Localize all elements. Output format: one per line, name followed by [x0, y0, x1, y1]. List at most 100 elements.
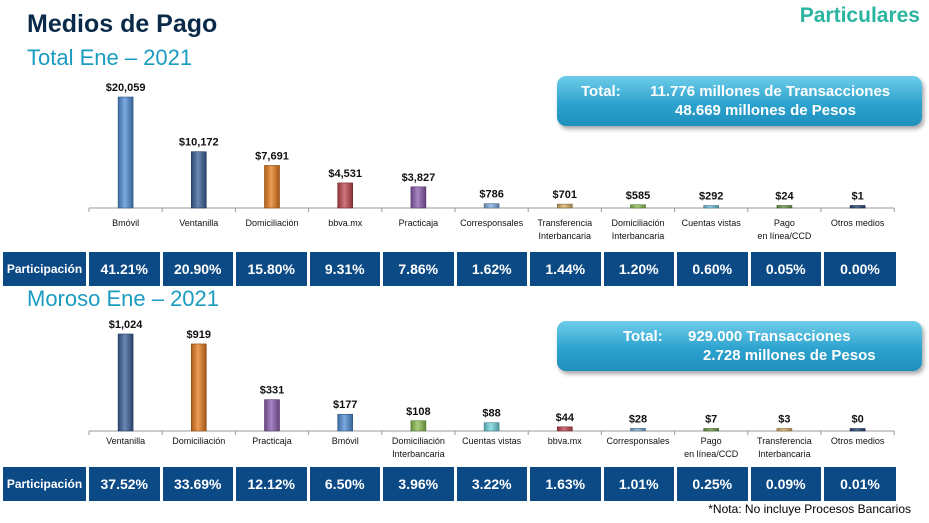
participation-cell: 7.86% [380, 252, 455, 286]
category-label: Corresponsales [606, 436, 670, 446]
category-label: Domiciliación [392, 436, 445, 446]
bar [776, 428, 793, 432]
participation-cell: 3.96% [380, 467, 455, 501]
participation-cell: 1.62% [453, 252, 529, 286]
participation-cell: 0.00% [821, 252, 896, 286]
value-label: $28 [629, 413, 647, 425]
moroso-bar-chart: $1,024 Ventanilla $919 Domiciliación $331 Pra… [88, 319, 895, 459]
participation-cell: 0.09% [747, 467, 823, 501]
participation-cell: 9.31% [306, 252, 382, 286]
total-label: Total: [623, 328, 663, 345]
bar [703, 205, 720, 209]
total-summary-box: Total: 11.776 millones de Transacciones … [557, 76, 922, 126]
bar [630, 204, 646, 209]
value-label: $292 [699, 191, 723, 203]
category-label: Domiciliación [172, 436, 225, 446]
category-label: Transferencia [537, 218, 592, 228]
participation-cell: 0.05% [747, 252, 823, 286]
category-label: en línea/CCD [757, 231, 812, 241]
value-label: $919 [187, 329, 211, 341]
bar [264, 165, 280, 209]
category-label: Pago [701, 436, 722, 446]
bar [410, 186, 427, 209]
bar [264, 399, 280, 432]
participation-cell: 33.69% [159, 467, 235, 501]
participation-header: Participación [3, 467, 88, 501]
participation-cell: 1.01% [600, 467, 676, 501]
category-label: Interbancaria [758, 449, 811, 459]
moroso-amount: 2.728 millones de Pesos [703, 347, 876, 364]
moroso-transactions: 929.000 Transacciones [688, 328, 851, 345]
value-label: $7,691 [255, 150, 289, 162]
bar [556, 203, 573, 209]
category-label: Bmóvil [332, 436, 359, 446]
category-label: Domiciliación [245, 218, 298, 228]
category-label: Ventanilla [179, 218, 218, 228]
category-label: Interbancaria [539, 231, 592, 241]
participation-header: Participación [3, 252, 88, 286]
participation-row: Participación 41.21% 20.90% 15.80% 9.31%… [3, 252, 896, 286]
value-label: $3 [778, 414, 790, 426]
category-label: bbva.mx [328, 218, 363, 228]
segment-label: Particulares [799, 4, 920, 27]
participation-cell: 12.12% [233, 467, 308, 501]
category-label: Domiciliación [611, 218, 664, 228]
category-label: Bmóvil [112, 218, 139, 228]
value-label: $786 [479, 189, 503, 201]
category-label: Interbancaria [392, 449, 445, 459]
bar [630, 428, 646, 432]
bar [556, 426, 573, 432]
moroso-summary-box: Total: 929.000 Transacciones 2.728 millo… [557, 321, 922, 371]
value-label: $44 [556, 412, 575, 424]
participation-cell: 1.44% [527, 252, 602, 286]
value-label: $177 [333, 399, 357, 411]
participation-cell: 0.01% [821, 467, 896, 501]
value-label: $331 [260, 385, 284, 397]
value-label: $1 [851, 191, 863, 203]
value-label: $0 [851, 414, 863, 426]
total-bar-chart: $20,059 Bmóvil $10,172 Ventanilla $7,691 Domi… [88, 82, 895, 241]
category-label: Practicaja [252, 436, 292, 446]
category-label: Practicaja [399, 218, 439, 228]
value-label: $3,827 [402, 172, 436, 184]
category-label: Transferencia [757, 436, 812, 446]
category-label: Ventanilla [106, 436, 145, 446]
participation-cell: 37.52% [86, 467, 161, 501]
category-label: Cuentas vistas [682, 218, 742, 228]
value-label: $20,059 [106, 82, 146, 94]
bar [776, 205, 793, 209]
bar [191, 151, 207, 209]
participation-cell: 3.22% [453, 467, 529, 501]
value-label: $1,024 [109, 319, 144, 331]
total-transactions: 11.776 millones de Transacciones [650, 83, 891, 100]
participation-cell: 15.80% [233, 252, 308, 286]
bar [849, 428, 866, 432]
participation-cell: 0.25% [674, 467, 749, 501]
bar [483, 203, 500, 209]
value-label: $10,172 [179, 137, 219, 149]
bar [191, 343, 207, 432]
category-label: Cuentas vistas [462, 436, 522, 446]
bar [337, 413, 354, 432]
category-label: Otros medios [831, 436, 885, 446]
participation-cell: 1.63% [527, 467, 602, 501]
page-title: Medios de Pago [27, 10, 218, 38]
participation-row: Participación 37.52% 33.69% 12.12% 6.50%… [3, 467, 896, 501]
bar [337, 182, 354, 209]
participation-cell: 0.60% [674, 252, 749, 286]
value-label: $701 [553, 189, 577, 201]
value-label: $585 [626, 190, 650, 202]
value-label: $4,531 [328, 168, 362, 180]
bar [483, 422, 500, 432]
participation-cell: 20.90% [159, 252, 235, 286]
participation-cell: 6.50% [306, 467, 382, 501]
category-label: Interbancaria [612, 231, 665, 241]
section-moroso-subtitle: Moroso Ene – 2021 [27, 286, 220, 311]
category-label: en línea/CCD [684, 449, 739, 459]
value-label: $7 [705, 414, 717, 426]
value-label: $88 [482, 408, 500, 420]
value-label: $108 [406, 406, 430, 418]
category-label: bbva.mx [548, 436, 583, 446]
participation-table-total: Participación 41.21% 20.90% 15.80% 9.31%… [3, 252, 896, 286]
footnote: *Nota: No incluye Procesos Bancarios [708, 502, 911, 516]
